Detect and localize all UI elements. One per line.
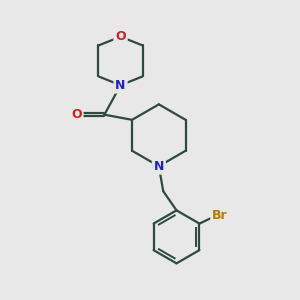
- Text: Br: Br: [212, 209, 228, 222]
- Text: O: O: [71, 108, 82, 121]
- Text: O: O: [115, 30, 126, 43]
- Text: N: N: [116, 79, 126, 92]
- Text: N: N: [154, 160, 164, 173]
